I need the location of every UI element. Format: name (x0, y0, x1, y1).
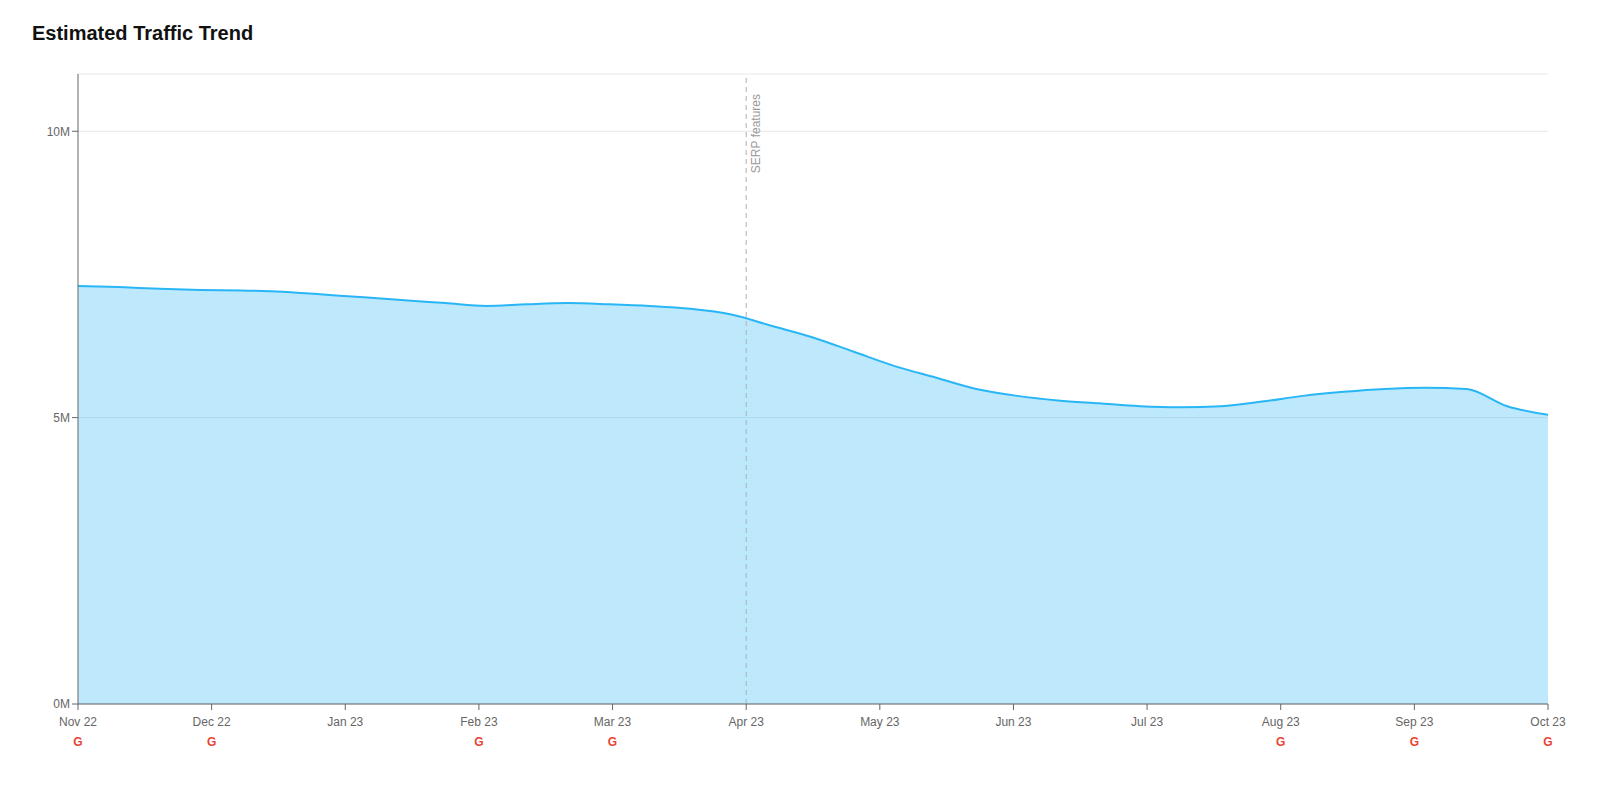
svg-text:Dec 22: Dec 22 (193, 715, 231, 729)
svg-text:G: G (1276, 735, 1285, 749)
svg-text:Feb 23: Feb 23 (460, 715, 498, 729)
svg-text:May 23: May 23 (860, 715, 900, 729)
svg-text:G: G (1543, 735, 1552, 749)
svg-text:G: G (207, 735, 216, 749)
svg-text:Jul 23: Jul 23 (1131, 715, 1163, 729)
svg-text:Oct 23: Oct 23 (1530, 715, 1566, 729)
svg-text:G: G (474, 735, 483, 749)
svg-text:G: G (608, 735, 617, 749)
html-text:Estimated Traffic Trend: Estimated Traffic Trend (32, 22, 254, 44)
svg-text:Sep 23: Sep 23 (1395, 715, 1433, 729)
svg-text:Jan 23: Jan 23 (327, 715, 363, 729)
svg-text:G: G (1410, 735, 1419, 749)
svg-text:Mar 23: Mar 23 (594, 715, 632, 729)
svg-text:Nov 22: Nov 22 (59, 715, 97, 729)
svg-text:Aug 23: Aug 23 (1262, 715, 1300, 729)
svg-text:0M: 0M (53, 697, 70, 711)
svg-text:Jun 23: Jun 23 (995, 715, 1031, 729)
svg-text:G: G (73, 735, 82, 749)
svg-text:SERP features: SERP features (749, 94, 763, 173)
svg-text:10M: 10M (47, 125, 70, 139)
svg-text:5M: 5M (53, 411, 70, 425)
svg-text:Apr 23: Apr 23 (729, 715, 765, 729)
